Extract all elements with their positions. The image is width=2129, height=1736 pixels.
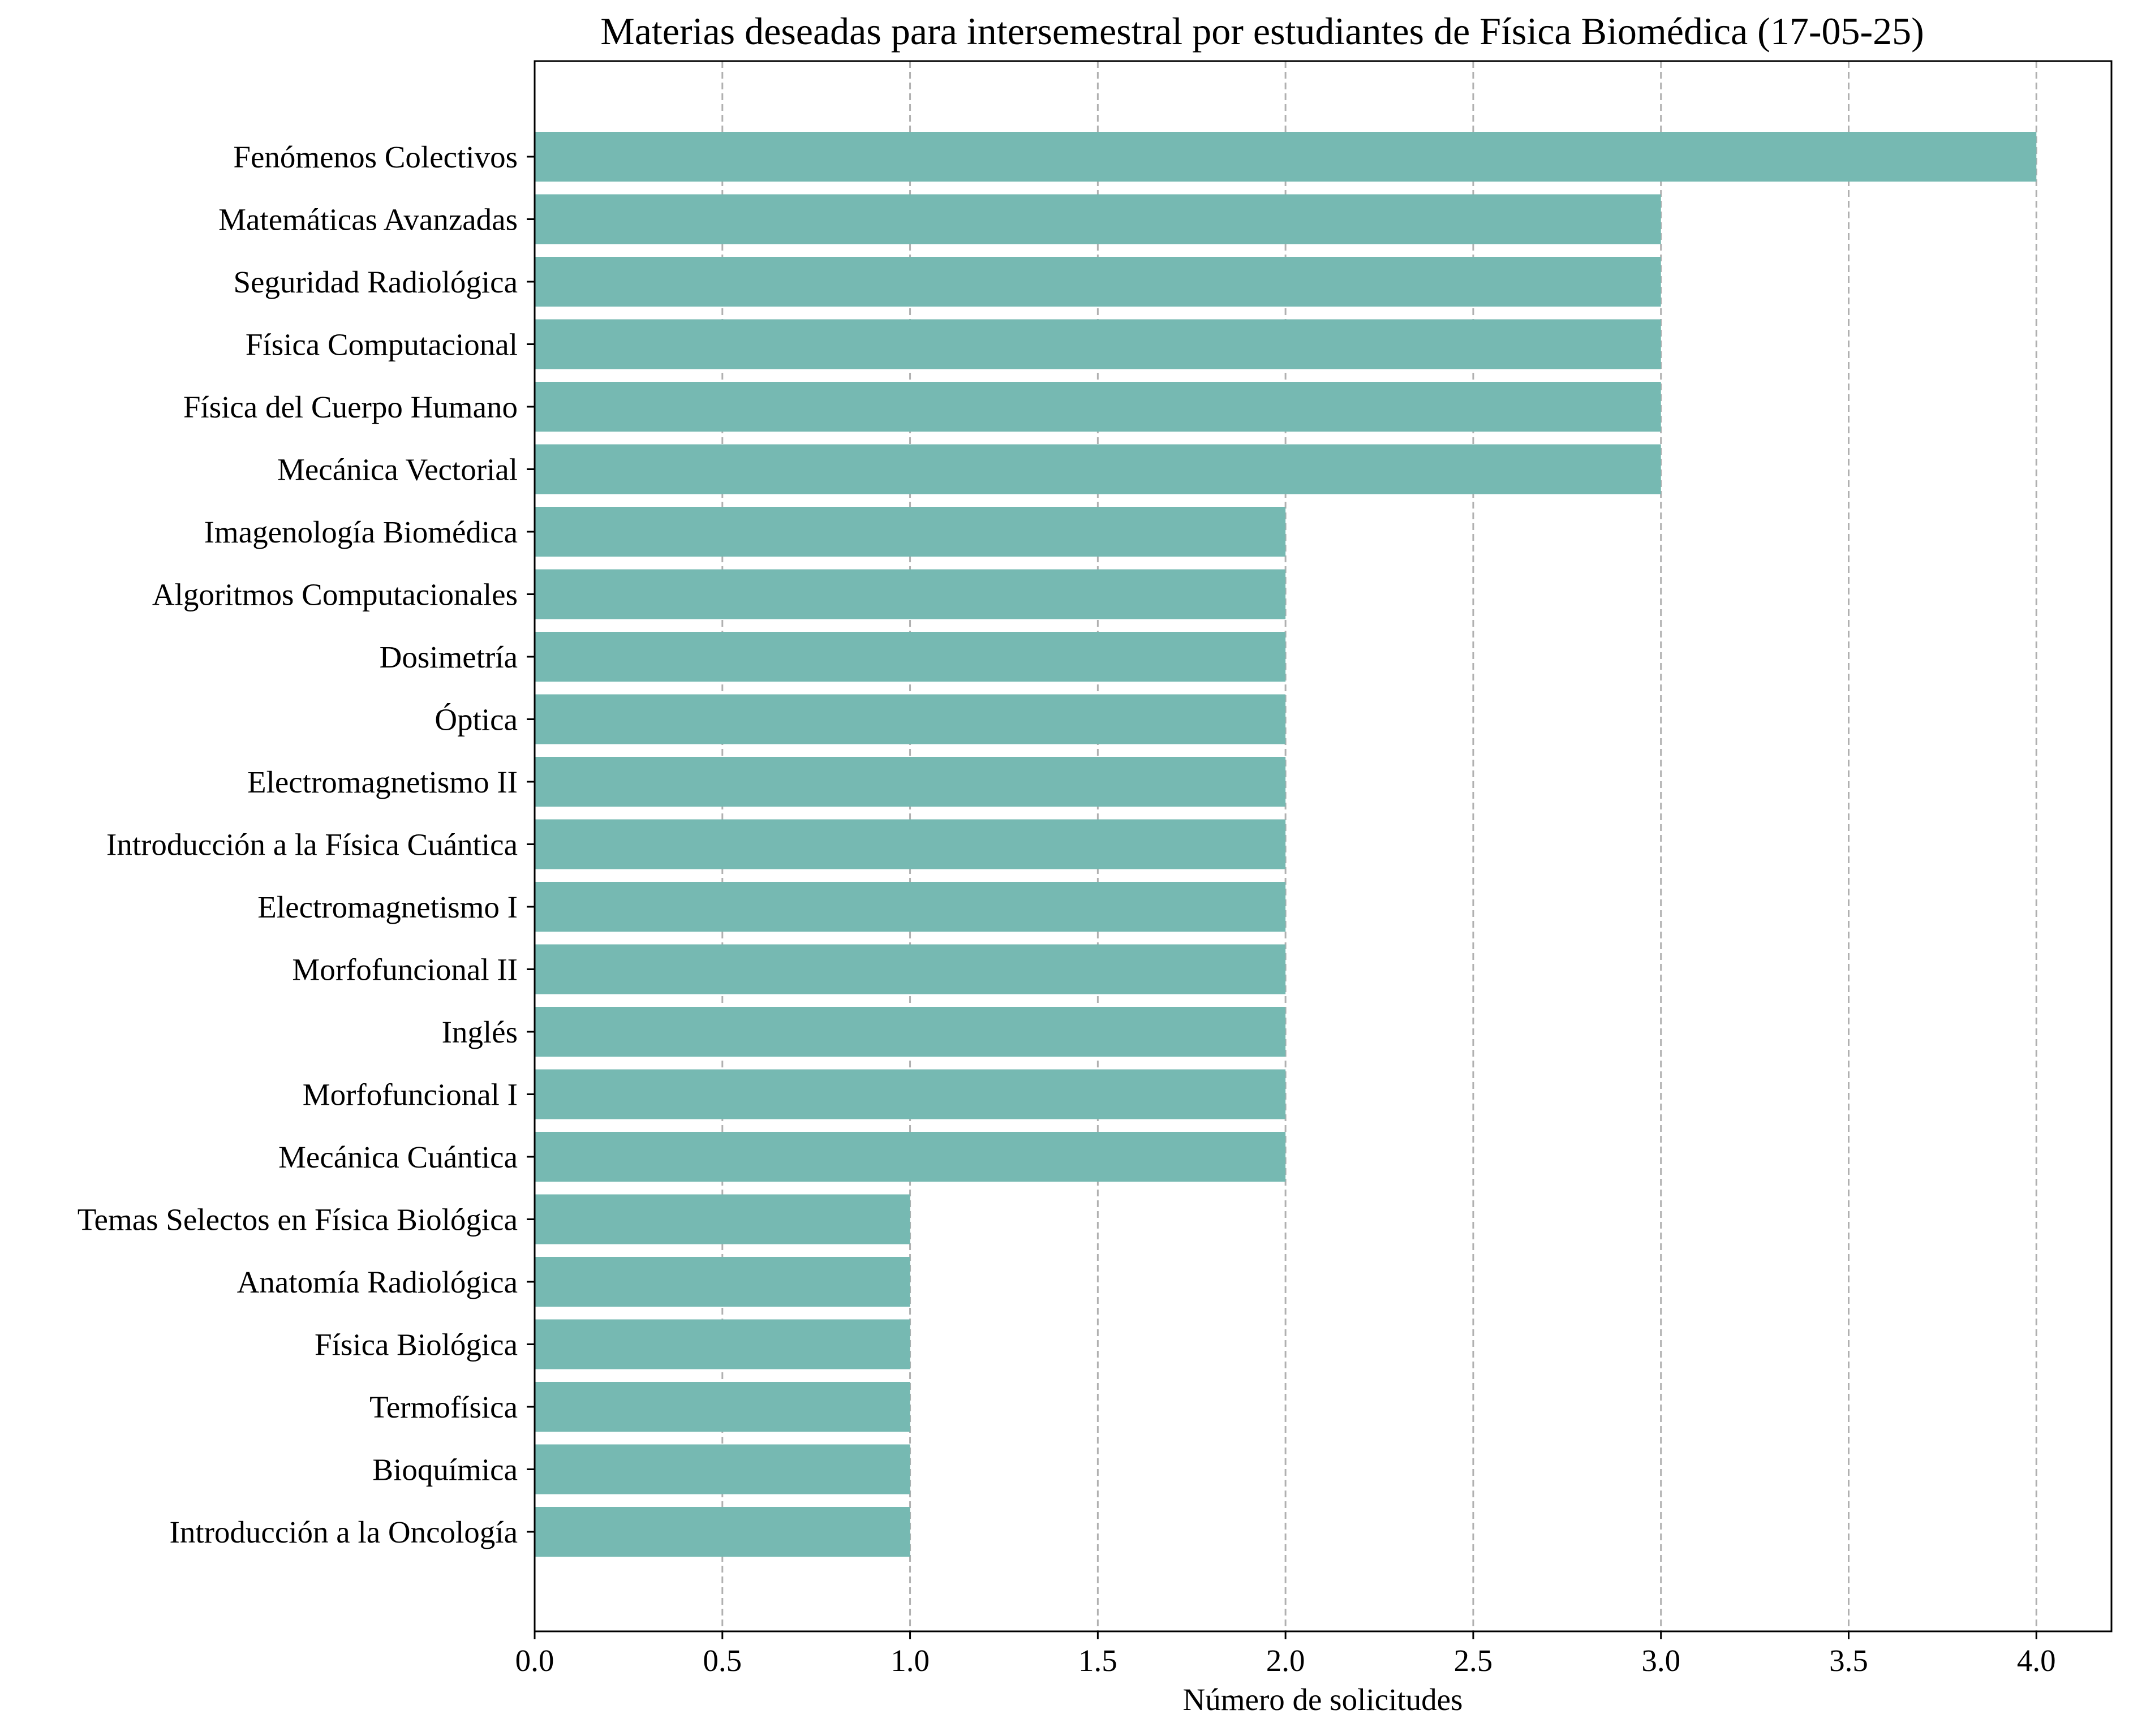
bar	[535, 1319, 910, 1369]
bar	[535, 819, 1286, 869]
category-label: Óptica	[435, 703, 518, 737]
category-label: Morfofuncional II	[292, 953, 518, 987]
bar	[535, 1194, 910, 1244]
chart-title: Materias deseadas para intersemestral po…	[600, 10, 1924, 53]
bar	[535, 1069, 1286, 1119]
category-label: Bioquímica	[372, 1453, 518, 1487]
x-axis: 0.0 0.5 1.0 1.5 2.0 2.5 3.0 3.5 4.0	[515, 1631, 2056, 1678]
bar	[535, 569, 1286, 619]
bar	[535, 1382, 910, 1432]
category-label: Introducción a la Oncología	[170, 1515, 518, 1549]
category-label: Inglés	[442, 1015, 518, 1049]
bar	[535, 1132, 1286, 1182]
category-label: Morfofuncional I	[303, 1078, 518, 1112]
category-label: Mecánica Cuántica	[278, 1140, 518, 1174]
category-label: Seguridad Radiológica	[233, 265, 518, 299]
bar	[535, 1507, 910, 1557]
bar	[535, 882, 1286, 932]
bar	[535, 194, 1661, 244]
bar	[535, 1444, 910, 1494]
y-axis: Fenómenos Colectivos Matemáticas Avanzada…	[78, 140, 535, 1549]
category-label: Termofísica	[369, 1390, 518, 1424]
category-label: Física Biológica	[315, 1328, 518, 1362]
bar	[535, 632, 1286, 682]
x-tick-label: 0.0	[515, 1643, 554, 1678]
bar	[535, 757, 1286, 807]
bar	[535, 507, 1286, 557]
bar	[535, 132, 2037, 182]
bar	[535, 319, 1661, 369]
x-tick-label: 0.5	[703, 1643, 742, 1678]
category-label: Física Computacional	[246, 328, 518, 362]
bar	[535, 1007, 1286, 1057]
x-tick-label: 4.0	[2017, 1643, 2056, 1678]
category-label: Fenómenos Colectivos	[233, 140, 518, 174]
category-label: Imagenología Biomédica	[204, 515, 518, 549]
category-label: Mecánica Vectorial	[277, 453, 518, 487]
category-label: Anatomía Radiológica	[237, 1265, 518, 1299]
category-label: Electromagnetismo I	[257, 890, 518, 924]
x-tick-label: 3.0	[1641, 1643, 1680, 1678]
x-tick-label: 2.5	[1454, 1643, 1493, 1678]
bar	[535, 1257, 910, 1307]
category-label: Electromagnetismo II	[247, 765, 518, 799]
bar	[535, 444, 1661, 494]
x-tick-label: 3.5	[1829, 1643, 1868, 1678]
plot-frame	[534, 60, 2113, 1632]
x-tick-label: 2.0	[1266, 1643, 1305, 1678]
x-tick-label: 1.0	[891, 1643, 930, 1678]
category-label: Matemáticas Avanzadas	[218, 203, 518, 237]
bars	[535, 132, 2037, 1557]
x-tick-label: 1.5	[1078, 1643, 1117, 1678]
bar	[535, 944, 1286, 994]
category-label: Temas Selectos en Física Biológica	[78, 1203, 518, 1237]
bar	[535, 257, 1661, 307]
bar	[535, 694, 1286, 744]
category-label: Física del Cuerpo Humano	[183, 390, 518, 424]
category-label: Introducción a la Física Cuántica	[106, 828, 518, 862]
bar	[535, 382, 1661, 432]
x-axis-title: Número de solicitudes	[1183, 1682, 1463, 1717]
category-label: Algoritmos Computacionales	[152, 578, 518, 612]
category-label: Dosimetría	[380, 640, 518, 674]
